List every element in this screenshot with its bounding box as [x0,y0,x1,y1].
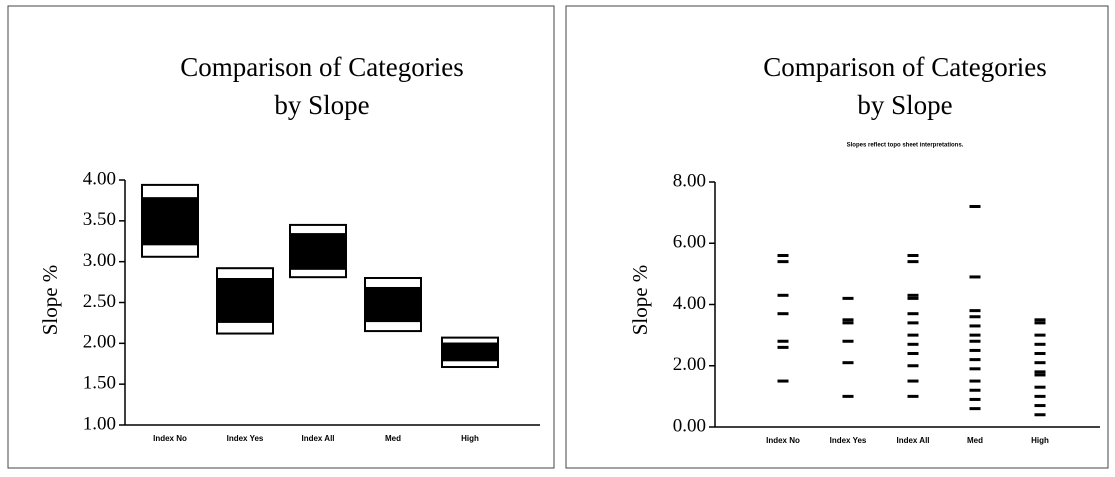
dash [842,321,854,325]
y-axis-label: Slope % [38,265,62,336]
y-tick-label: 3.00 [83,250,116,271]
dash [1034,370,1046,374]
x-tick-label: Index No [153,434,187,443]
dash [842,361,854,365]
y-tick-label: 1.50 [83,373,116,394]
dash [842,339,854,343]
dash [907,312,919,316]
dash [907,260,919,264]
y-tick-label: 6.00 [673,232,706,253]
dash [907,333,919,337]
dash [969,388,981,392]
dash [969,324,981,328]
y-tick-label: 2.50 [83,291,116,312]
chart-title: Comparison of Categories [180,52,463,82]
dash [1034,321,1046,325]
chart-title: by Slope [274,90,369,120]
x-tick-label: Index No [766,436,800,445]
dash [842,296,854,300]
dash [1034,352,1046,355]
dash [907,379,919,383]
chart-subtitle: Slopes reflect topo sheet interpretation… [847,143,964,149]
dash [969,333,981,337]
dash [842,318,854,322]
dash [777,254,789,257]
x-tick-label: High [1031,436,1049,445]
dash [1034,385,1046,389]
dash [777,379,789,383]
y-tick-label: 1.00 [83,413,116,434]
dash [1034,361,1046,365]
dash [969,348,981,352]
inner-range [218,278,272,323]
dash [777,293,789,297]
dash [1034,333,1046,337]
dash [907,293,919,297]
y-tick-label: 4.00 [673,293,706,314]
dash [969,367,981,371]
dash [969,358,981,362]
dash [777,339,789,343]
dash [1034,373,1046,377]
inner-range [443,342,497,362]
y-tick-label: 0.00 [673,415,706,436]
dash [777,312,789,316]
dash [969,205,981,208]
dash [907,296,919,300]
x-tick-label: Index All [301,434,334,443]
dash [969,315,981,319]
dash [907,394,919,398]
dash [969,309,981,313]
dash [907,364,919,368]
y-tick-label: 8.00 [673,170,706,191]
y-tick-label: 2.00 [673,354,706,375]
dash [907,254,919,257]
panel-frame [7,5,555,469]
x-tick-label: High [461,434,479,443]
dash [1034,394,1046,398]
inner-range [143,197,197,246]
chart-title: Comparison of Categories [763,52,1046,82]
y-axis-label: Slope % [628,265,652,336]
y-tick-label: 3.50 [83,209,116,230]
dash [969,339,981,343]
x-tick-label: Med [385,434,401,443]
dash [969,407,981,411]
inner-range [366,286,420,323]
dash [969,397,981,401]
dash [907,352,919,355]
x-tick-label: Index Yes [227,434,264,443]
chart-title: by Slope [857,90,952,120]
dash [777,345,789,349]
dash [969,379,981,383]
dash [907,321,919,325]
dash [1034,318,1046,322]
x-tick-label: Index Yes [830,436,867,445]
x-tick-label: Index All [896,436,929,445]
dash [907,342,919,346]
dash [1034,404,1046,408]
dash [969,275,981,279]
y-tick-label: 2.00 [83,332,116,353]
y-tick-label: 4.00 [83,168,116,189]
dash [777,260,789,264]
dash [1034,342,1046,346]
x-tick-label: Med [967,436,983,445]
inner-range [291,233,345,270]
panel-frame [565,5,1109,469]
dash [1034,413,1046,417]
dash [842,394,854,398]
